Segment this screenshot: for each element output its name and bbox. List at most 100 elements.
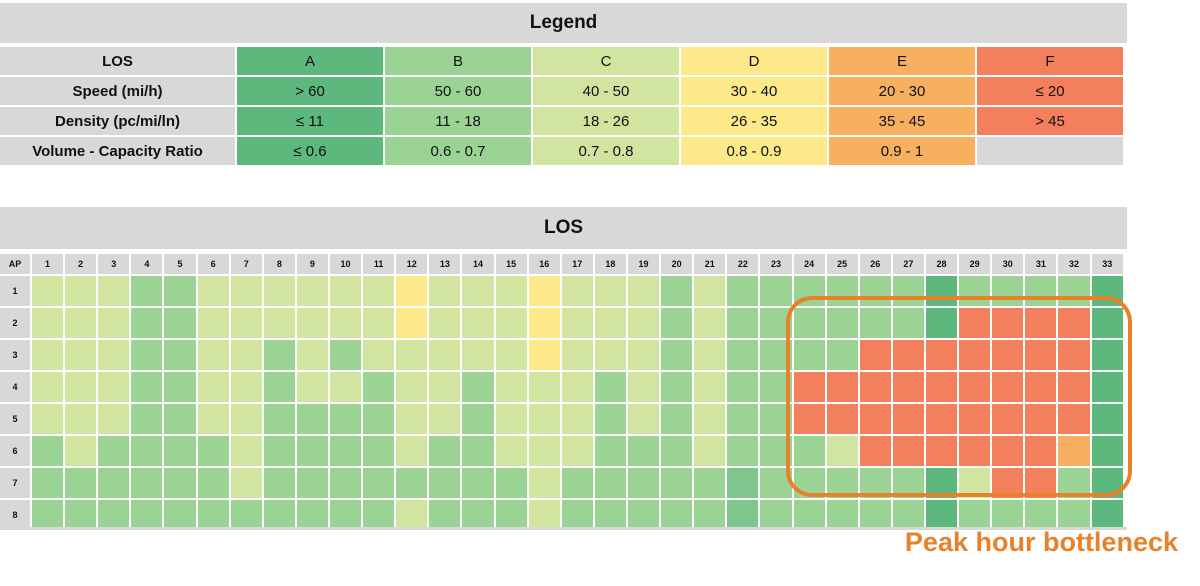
heatmap-cell: [1091, 404, 1123, 434]
heatmap-cell: [727, 372, 759, 402]
heatmap-cell: [363, 276, 395, 306]
heatmap-cell: [329, 436, 362, 466]
heatmap-cell: [363, 500, 395, 530]
heatmap-cell: [230, 308, 262, 338]
heatmap-cell: [197, 276, 229, 306]
row-tick-label: 6: [0, 436, 30, 466]
heatmap-cell: [263, 308, 295, 338]
column-tick-label: 14: [462, 254, 494, 274]
heatmap-cell: [263, 468, 295, 498]
column-tick-label: 6: [197, 254, 229, 274]
legend-table: LOS A B C D E F Speed (mi/h) > 60 50 - 60 40 - 50 3…: [0, 45, 1125, 167]
legend-value-cell: 0.9 - 1: [829, 137, 975, 165]
heatmap-cell: [396, 308, 428, 338]
heatmap-cell: [462, 276, 494, 306]
heatmap-cell: [793, 404, 825, 434]
heatmap-cell: [925, 276, 958, 306]
heatmap-cell: [363, 340, 395, 370]
column-tick-label: 33: [1091, 254, 1123, 274]
column-tick-label: 25: [826, 254, 858, 274]
heatmap-cell: [859, 436, 891, 466]
column-tick-label: 22: [727, 254, 759, 274]
heatmap-cell: [561, 404, 593, 434]
heatmap-cell: [892, 500, 924, 530]
heatmap-cell: [992, 500, 1024, 530]
heatmap-cell: [296, 372, 328, 402]
bottleneck-callout: Peak hour bottleneck: [904, 527, 1178, 557]
legend-value-cell: 30 - 40: [681, 77, 827, 105]
heatmap-cell: [627, 372, 660, 402]
heatmap-cell: [959, 436, 991, 466]
heatmap-cell: [694, 276, 726, 306]
heatmap-cell: [296, 404, 328, 434]
legend-value-cell: > 60: [237, 77, 383, 105]
heatmap-cell: [627, 404, 660, 434]
heatmap-cell: [263, 436, 295, 466]
heatmap-cell: [1058, 436, 1090, 466]
heatmap-cell: [396, 468, 428, 498]
column-tick-label: 15: [495, 254, 527, 274]
heatmap-cell: [429, 468, 461, 498]
heatmap-cell: [1025, 404, 1057, 434]
heatmap-cell: [296, 340, 328, 370]
heatmap-cell: [892, 404, 924, 434]
heatmap-cell: [959, 340, 991, 370]
heatmap-cell: [992, 404, 1024, 434]
column-tick-label: 27: [892, 254, 924, 274]
heatmap-cell: [230, 372, 262, 402]
heatmap-cell: [561, 468, 593, 498]
heatmap-cell: [992, 340, 1024, 370]
legend-value-cell: > 45: [977, 107, 1123, 135]
heatmap-cell: [760, 276, 792, 306]
heatmap-cell: [627, 468, 660, 498]
heatmap-cell: [197, 468, 229, 498]
heatmap-cell: [98, 276, 130, 306]
heatmap-cell: [826, 308, 858, 338]
heatmap-cell: [594, 372, 626, 402]
column-tick-label: 26: [859, 254, 891, 274]
heatmap-cell: [197, 372, 229, 402]
heatmap-cell: [32, 276, 64, 306]
heatmap-cell: [594, 468, 626, 498]
heatmap-cell: [65, 372, 97, 402]
heatmap-cell: [296, 468, 328, 498]
legend-row-label: Speed (mi/h): [0, 77, 235, 105]
legend-value-cell: ≤ 11: [237, 107, 383, 135]
legend-row-label: Volume - Capacity Ratio: [0, 137, 235, 165]
heatmap-cell: [892, 436, 924, 466]
column-tick-label: 18: [594, 254, 626, 274]
heatmap-cell: [462, 468, 494, 498]
column-tick-label: 9: [296, 254, 328, 274]
heatmap-cell: [263, 276, 295, 306]
heatmap-cell: [694, 468, 726, 498]
legend-value-cell: 0.7 - 0.8: [533, 137, 679, 165]
heatmap-cell: [98, 404, 130, 434]
heatmap-cell: [528, 276, 560, 306]
heatmap-cell: [561, 340, 593, 370]
heatmap-cell: [793, 436, 825, 466]
column-tick-label: 12: [396, 254, 428, 274]
legend-value-cell: 35 - 45: [829, 107, 975, 135]
heatmap-cell: [32, 468, 64, 498]
column-tick-label: 13: [429, 254, 461, 274]
legend-title: Legend: [0, 3, 1127, 43]
heatmap-cell: [396, 340, 428, 370]
legend-value-cell: 40 - 50: [533, 77, 679, 105]
heatmap-cell: [230, 340, 262, 370]
heatmap-cell: [694, 500, 726, 530]
column-tick-label: 29: [959, 254, 991, 274]
heatmap-cell: [826, 436, 858, 466]
heatmap-cell: [32, 372, 64, 402]
legend-value-cell: 11 - 18: [385, 107, 531, 135]
heatmap-row: 1: [0, 276, 1123, 306]
heatmap-cell: [760, 500, 792, 530]
heatmap-cell: [727, 436, 759, 466]
heatmap-cell: [793, 340, 825, 370]
heatmap-cell: [925, 500, 958, 530]
legend-row-label: Density (pc/mi/ln): [0, 107, 235, 135]
heatmap-cell: [429, 436, 461, 466]
heatmap-cell: [859, 404, 891, 434]
heatmap-row: 2: [0, 308, 1123, 338]
heatmap-cell: [131, 372, 163, 402]
heatmap-cell: [65, 404, 97, 434]
